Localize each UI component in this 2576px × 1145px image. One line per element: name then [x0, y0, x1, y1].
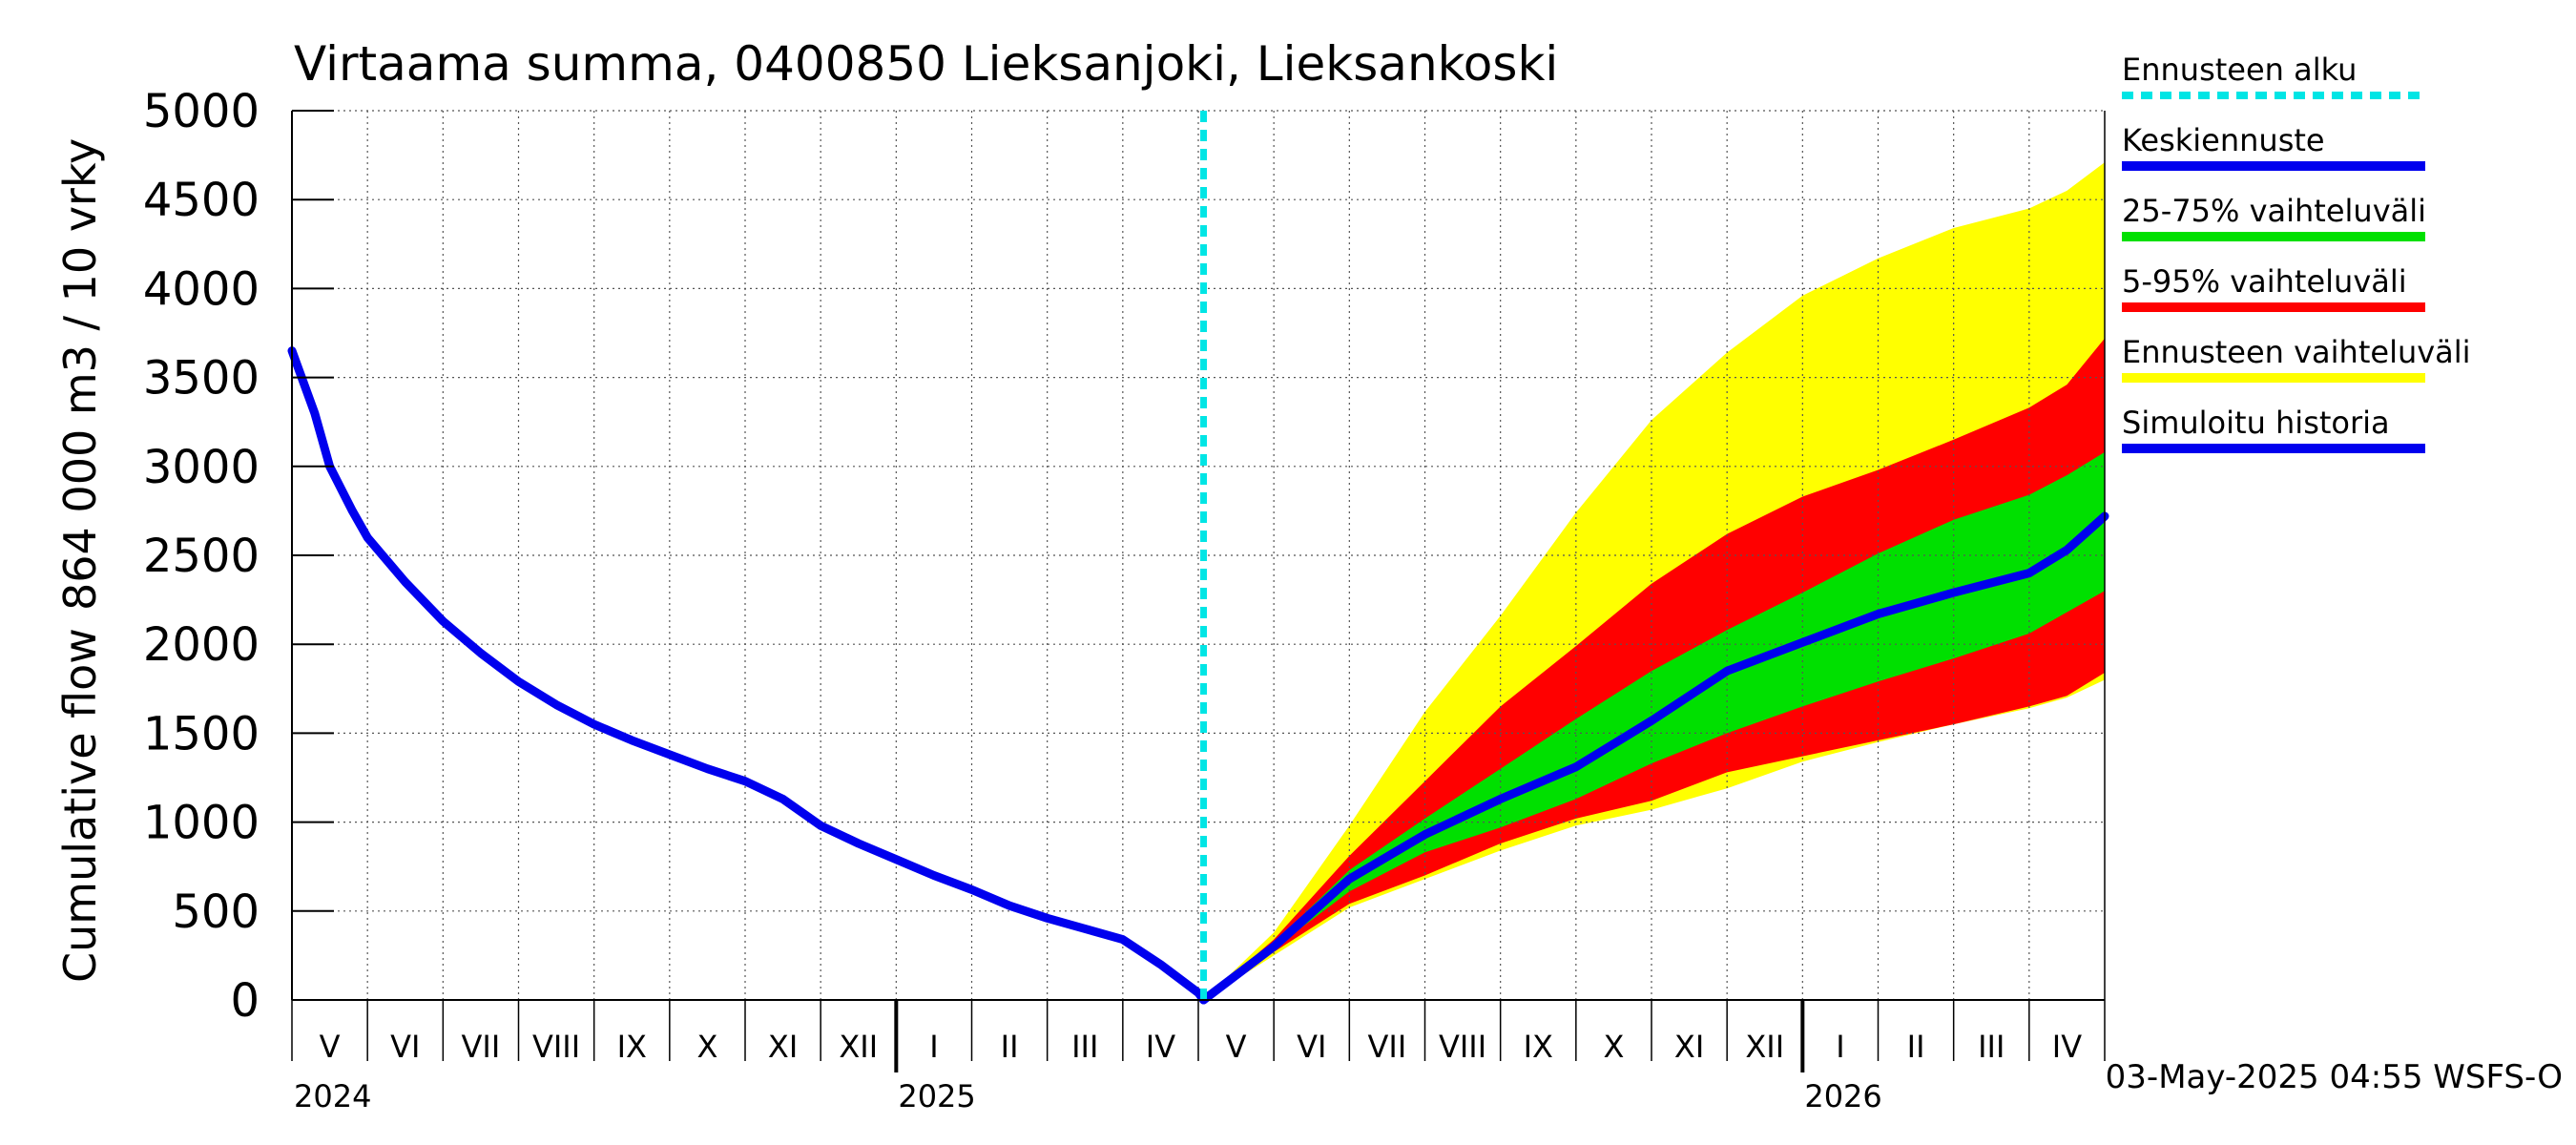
y-tick-label: 3000 — [143, 441, 260, 494]
x-month-label: X — [696, 1029, 717, 1065]
x-month-label: II — [1907, 1029, 1925, 1065]
timestamp: 03-May-2025 04:55 WSFS-O — [2106, 1058, 2563, 1096]
x-month-label: V — [1226, 1029, 1247, 1065]
legend-label: Simuloitu historia — [2122, 405, 2390, 441]
x-month-label: VIII — [1439, 1029, 1486, 1065]
x-month-label: I — [929, 1029, 938, 1065]
y-tick-label: 2000 — [143, 618, 260, 672]
legend-label: Keskiennuste — [2122, 122, 2325, 158]
x-month-label: XI — [768, 1029, 798, 1065]
simulated-history-line — [287, 346, 1208, 1005]
x-month-label: IX — [617, 1029, 647, 1065]
x-month-label: XI — [1674, 1029, 1704, 1065]
median-forecast-line — [1199, 511, 2109, 1005]
x-year-label: 2024 — [294, 1078, 371, 1114]
y-axis-label-title: Cumulative flow — [54, 628, 106, 983]
x-month-label: VII — [1368, 1029, 1407, 1065]
x-month-label: IX — [1524, 1029, 1553, 1065]
x-month-label: IV — [1146, 1029, 1175, 1065]
y-tick-label: 0 — [230, 974, 260, 1028]
forecast-bands — [1203, 162, 2105, 1001]
x-month-label: VI — [1297, 1029, 1326, 1065]
x-month-label: X — [1603, 1029, 1624, 1065]
data-lines — [287, 111, 2109, 1005]
x-month-label: IV — [2052, 1029, 2082, 1065]
x-year-label: 2025 — [898, 1078, 975, 1114]
axes: 0 500 1000 1500 2000 2500 3000 3500 4000 4500 5000… — [143, 85, 2106, 1114]
y-tick-label: 3500 — [143, 352, 260, 406]
x-month-label: III — [1978, 1029, 2005, 1065]
chart-title: Virtaama summa, 0400850 Lieksanjoki, Lie… — [294, 36, 1558, 92]
x-year-label: 2026 — [1804, 1078, 1881, 1114]
x-month-label: XII — [839, 1029, 878, 1065]
legend-label: Ennusteen vaihteluväli — [2122, 334, 2471, 370]
y-tick-label: 4000 — [143, 262, 260, 316]
y-tick-label: 500 — [172, 885, 260, 939]
x-month-label: VIII — [532, 1029, 580, 1065]
legend-label: 5-95% vaihteluväli — [2122, 263, 2407, 300]
y-tick-label: 4500 — [143, 174, 260, 227]
grid-lines — [292, 110, 2105, 1000]
x-month-label: II — [1001, 1029, 1019, 1065]
y-axis-label-units: 864 000 m3 / 10 vrky — [54, 138, 106, 611]
x-month-label: I — [1836, 1029, 1844, 1065]
y-tick-label: 2500 — [143, 530, 260, 583]
y-tick-label: 1000 — [143, 797, 260, 850]
y-tick-label: 5000 — [143, 85, 260, 138]
band-25-75 — [1203, 451, 2105, 1000]
x-month-label: VII — [462, 1029, 501, 1065]
x-month-label: XII — [1745, 1029, 1784, 1065]
legend: Ennusteen alku Keskiennuste 25-75% vaihtel… — [2122, 52, 2471, 453]
x-month-label: VI — [390, 1029, 420, 1065]
legend-label: Ennusteen alku — [2122, 52, 2357, 88]
x-month-label: III — [1071, 1029, 1098, 1065]
y-tick-label: 1500 — [143, 707, 260, 760]
x-month-label: V — [320, 1029, 341, 1065]
legend-label: 25-75% vaihteluväli — [2122, 193, 2426, 229]
